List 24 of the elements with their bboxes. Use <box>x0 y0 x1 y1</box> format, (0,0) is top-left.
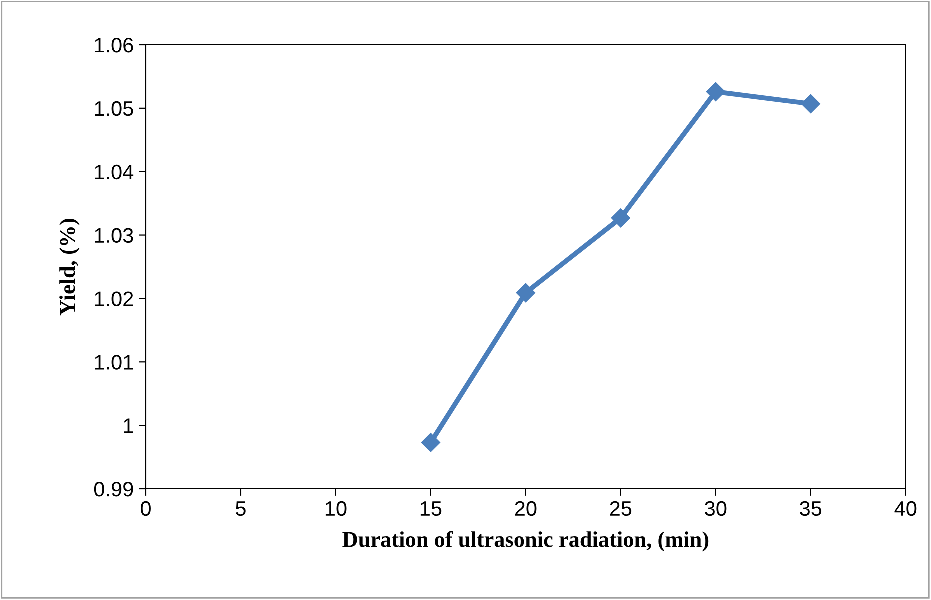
x-tick-label: 0 <box>141 501 151 516</box>
y-tick-label: 1.03 <box>95 228 134 244</box>
y-tick-label: 0.99 <box>94 482 134 497</box>
y-tick-label: 1.01 <box>95 355 134 370</box>
x-tick-label: 35 <box>800 501 822 516</box>
x-tick-label: 20 <box>515 501 537 516</box>
y-axis-title: Yield, (%) <box>60 219 80 316</box>
x-tick-label: 25 <box>610 501 632 516</box>
point <box>706 82 726 102</box>
point <box>801 94 820 114</box>
x-tick-label: 10 <box>326 501 347 516</box>
point <box>516 283 536 303</box>
point <box>611 208 630 228</box>
x-tick-label: 15 <box>420 502 442 516</box>
y-tick-label: 1.04 <box>95 164 134 180</box>
x-tick-label: 30 <box>705 501 727 516</box>
point <box>421 433 440 452</box>
y-tick-label: 1.06 <box>95 38 134 53</box>
x-tick-label: 40 <box>894 501 917 516</box>
x-tick-label: 5 <box>236 502 246 516</box>
y-tick-label: 1.05 <box>95 101 134 116</box>
x-axis-title: Duration of ultrasonic radiation, (min) <box>342 531 709 552</box>
y-tick-label: 1.02 <box>95 292 134 306</box>
y-tick-label: 1 <box>124 418 134 434</box>
